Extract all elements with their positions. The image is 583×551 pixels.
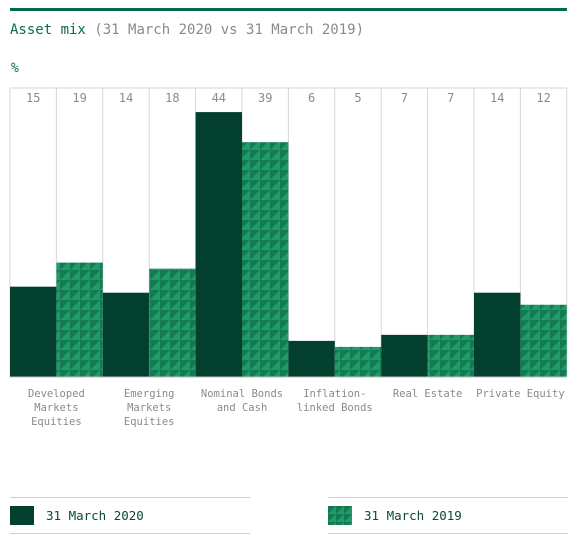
data-label: 12: [536, 91, 550, 105]
category-label: Markets: [34, 402, 78, 414]
data-label: 14: [490, 91, 504, 105]
bar-2020: [474, 292, 521, 377]
bar-2019: [56, 262, 103, 377]
legend-label-2019: 31 March 2019: [364, 508, 462, 523]
legend-rule-top: [328, 497, 568, 498]
bar-2019: [520, 304, 567, 377]
category-label: Markets: [127, 402, 171, 414]
data-label: 5: [354, 91, 361, 105]
category-label: Emerging: [124, 388, 175, 400]
legend-swatch-fill: [328, 506, 352, 525]
legend-swatch-2019: [328, 506, 352, 525]
category-label: Equities: [31, 416, 82, 428]
legend-rule-top: [10, 497, 250, 498]
legend-rule-bottom: [10, 533, 250, 534]
title-subtitle: (31 March 2020 vs 31 March 2019): [94, 22, 365, 38]
data-label: 19: [72, 91, 86, 105]
legend-item-2019: 31 March 2019: [328, 497, 568, 534]
category-label: Nominal Bonds: [201, 388, 283, 400]
legend-label-2020: 31 March 2020: [46, 508, 144, 523]
bar-2020: [102, 292, 150, 377]
bar-2019: [334, 346, 382, 377]
legend-item-2020: 31 March 2020: [10, 497, 250, 534]
data-label: 7: [401, 91, 408, 105]
category-label: and Cash: [217, 402, 268, 414]
bar-2020: [381, 334, 428, 377]
bar-2019: [427, 334, 474, 377]
chart-title: Asset mix (31 March 2020 vs 31 March 201…: [10, 22, 364, 38]
legend-rule-bottom: [328, 533, 568, 534]
category-label: linked Bonds: [297, 402, 373, 414]
data-label: 14: [119, 91, 133, 105]
top-rule: [10, 8, 567, 11]
category-label: Equities: [124, 416, 175, 428]
category-label: Real Estate: [393, 388, 463, 400]
category-label: Private Equity: [476, 388, 565, 400]
category-label: Inflation-: [303, 388, 366, 400]
data-label: 39: [258, 91, 272, 105]
data-label: 18: [165, 91, 179, 105]
bar-2020: [10, 286, 57, 377]
bar-2020: [195, 112, 242, 377]
category-label: Developed: [28, 388, 85, 400]
bar-chart: 15 19 14 18 44 39 6 5 7 7 14 12 Developed Markets Equi…: [9, 87, 568, 428]
legend-swatch-2020: [10, 506, 34, 525]
bar-2019: [242, 142, 289, 377]
title-main: Asset mix: [10, 22, 86, 38]
data-label: 15: [26, 91, 40, 105]
bar-2019: [149, 268, 196, 377]
data-label: 7: [447, 91, 454, 105]
bar-2020: [288, 340, 335, 377]
data-label: 6: [308, 91, 315, 105]
unit-label: %: [11, 61, 19, 76]
data-label: 44: [212, 91, 226, 105]
